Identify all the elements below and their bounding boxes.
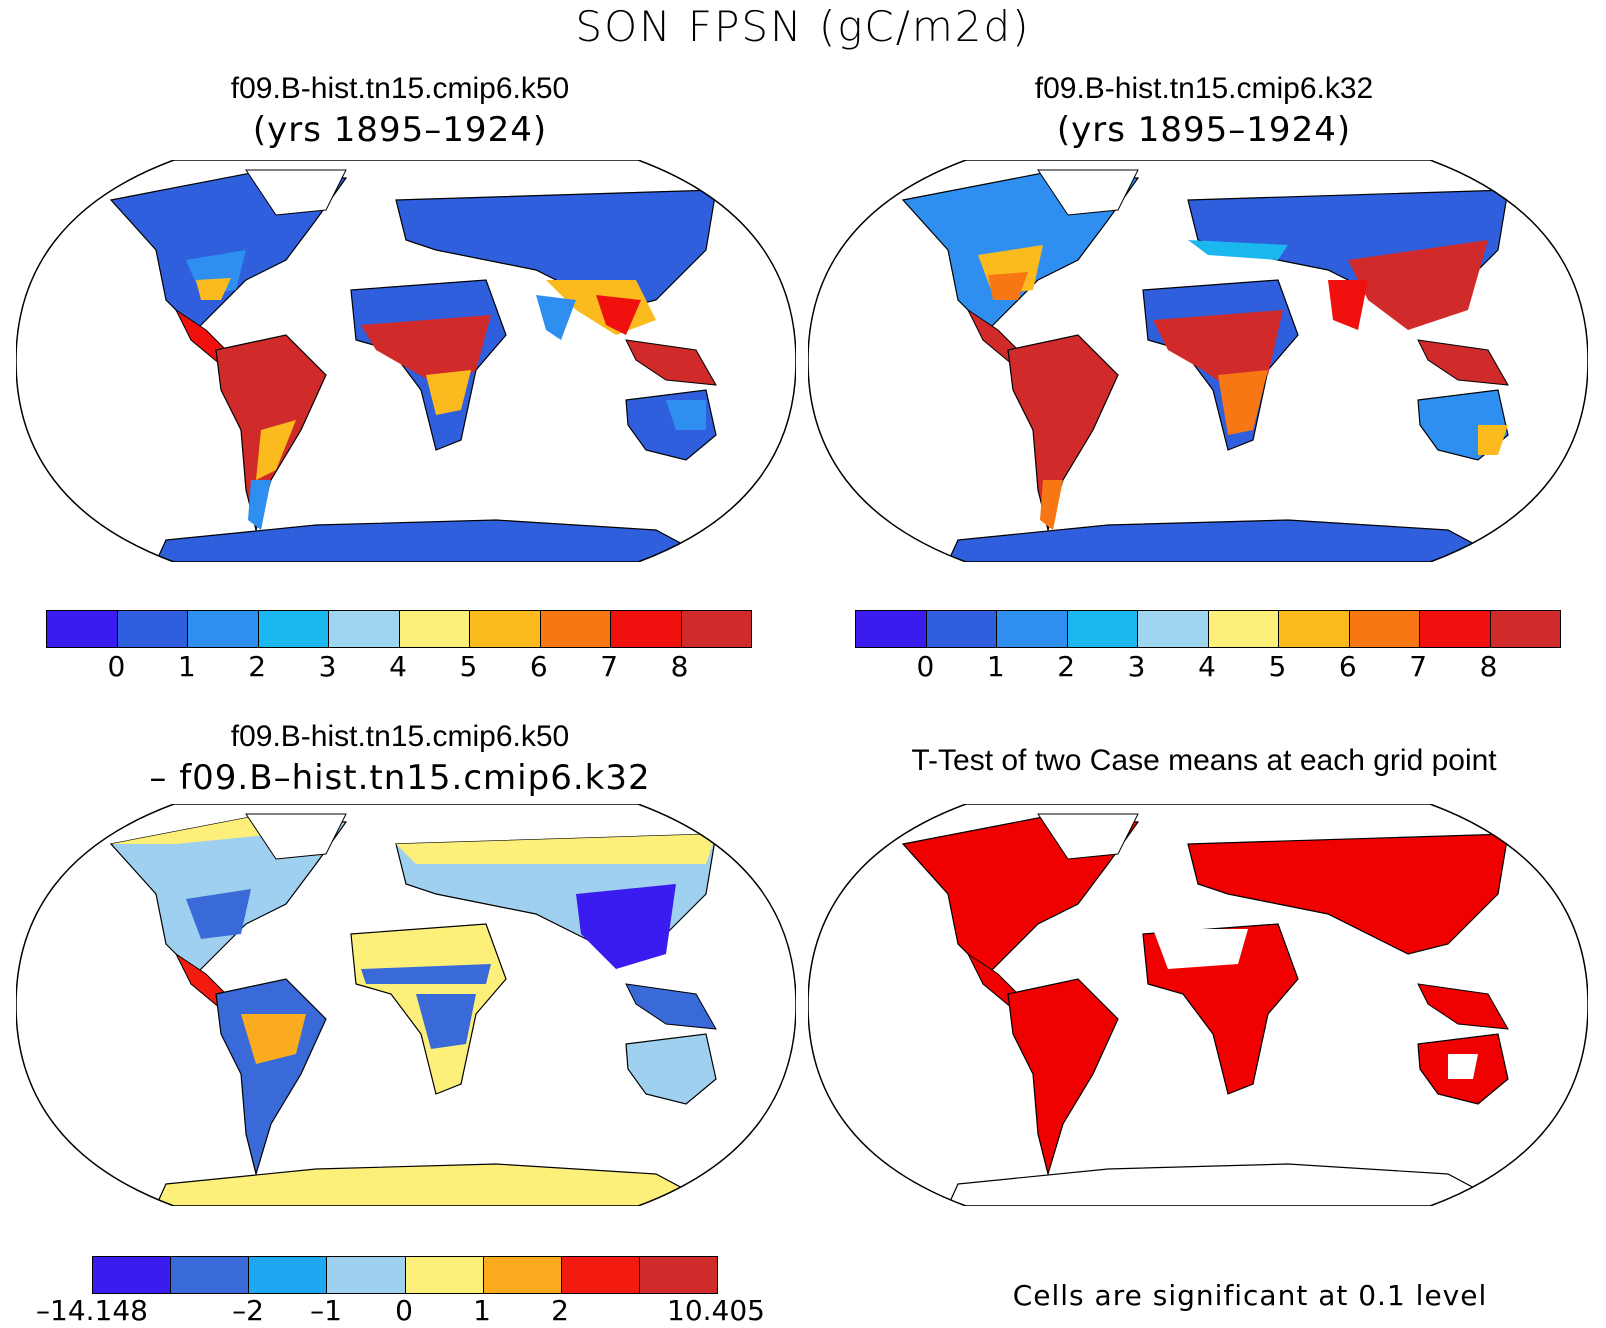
- colorbar-k32-tick-label: 1: [986, 650, 1005, 683]
- colorbar-difference-swatch-7: [639, 1257, 717, 1293]
- colorbar-k50-tick-label: 5: [459, 650, 478, 683]
- panel-title-ttest: T-Test of two Case means at each grid po…: [911, 744, 1497, 777]
- colorbar-difference-tick-label: –2: [232, 1294, 264, 1327]
- colorbar-difference-tick-label: 2: [551, 1294, 569, 1327]
- map-difference: [16, 804, 796, 1206]
- colorbar-difference-swatch-6: [561, 1257, 640, 1293]
- colorbar-difference-tick-label: 0: [395, 1294, 413, 1327]
- colorbar-difference-tick-label: 10.405: [667, 1294, 765, 1327]
- colorbar-difference-swatch-3: [327, 1257, 406, 1293]
- colorbar-k50-tick-label: 6: [529, 650, 548, 683]
- colorbar-k32-tick-label: 6: [1338, 650, 1357, 683]
- colorbar-difference-swatch-4: [405, 1257, 484, 1293]
- colorbar-k32-tick-label: 4: [1198, 650, 1216, 683]
- map-ttest-significance: [808, 804, 1588, 1206]
- colorbar-k50: [46, 610, 752, 648]
- colorbar-k50-tick-label: 8: [670, 650, 689, 683]
- colorbar-k32-swatch-1: [926, 611, 997, 647]
- colorbar-k50-swatch-1: [117, 611, 188, 647]
- colorbar-k32-tick-label: 5: [1268, 650, 1287, 683]
- colorbar-k50-swatch-7: [540, 611, 611, 647]
- colorbar-k32-tick-label: 3: [1127, 650, 1146, 683]
- colorbar-difference-tick-label: –14.148: [36, 1294, 148, 1327]
- colorbar-k32-swatch-9: [1490, 611, 1560, 647]
- colorbar-k50-tick-label: 2: [248, 650, 267, 683]
- panel-title-k50: f09.B-hist.tn15.cmip6.k50: [230, 72, 570, 105]
- colorbar-k32-swatch-6: [1279, 611, 1350, 647]
- colorbar-difference: [92, 1256, 718, 1294]
- colorbar-k32-swatch-0: [856, 611, 927, 647]
- significance-note: Cells are significant at 0.1 level: [1012, 1279, 1488, 1312]
- colorbar-k50-ticks: 0 1 2 3 4 5 6 7 8: [46, 650, 750, 684]
- colorbar-k32-swatch-5: [1208, 611, 1279, 647]
- colorbar-k50-swatch-6: [470, 611, 541, 647]
- colorbar-k50-tick-label: 1: [177, 650, 196, 683]
- colorbar-k32-ticks: 0 1 2 3 4 5 6 7 8: [855, 650, 1559, 684]
- panel-title-difference: f09.B-hist.tn15.cmip6.k50: [230, 720, 570, 753]
- colorbar-k50-tick-label: 4: [389, 650, 407, 683]
- colorbar-k32-tick-label: 7: [1409, 650, 1428, 683]
- colorbar-k32-swatch-2: [997, 611, 1068, 647]
- colorbar-k50-tick-label: 7: [600, 650, 619, 683]
- colorbar-k32-tick-label: 0: [916, 650, 935, 683]
- map-k32: [808, 160, 1588, 562]
- panel-title-k32: f09.B-hist.tn15.cmip6.k32: [1034, 72, 1374, 105]
- colorbar-difference-ticks: –14.148 –2 –1 0 1 2 10.405: [36, 1294, 765, 1328]
- colorbar-k32-swatch-8: [1420, 611, 1491, 647]
- colorbar-k32-tick-label: 2: [1057, 650, 1076, 683]
- colorbar-difference-swatch-1: [171, 1257, 250, 1293]
- colorbar-k32: [855, 610, 1561, 648]
- colorbar-k32-swatch-3: [1067, 611, 1138, 647]
- colorbar-k50-swatch-8: [611, 611, 682, 647]
- colorbar-difference-tick-label: –1: [310, 1294, 342, 1327]
- colorbar-k50-swatch-3: [258, 611, 329, 647]
- colorbar-k32-swatch-7: [1349, 611, 1420, 647]
- colorbar-k50-swatch-9: [681, 611, 751, 647]
- colorbar-k50-tick-label: 0: [107, 650, 126, 683]
- colorbar-difference-swatch-2: [249, 1257, 328, 1293]
- figure-title: SON FPSN (gC/m2d): [575, 2, 1031, 51]
- colorbar-k32-swatch-4: [1138, 611, 1209, 647]
- colorbar-k50-swatch-0: [47, 611, 118, 647]
- colorbar-k50-swatch-4: [329, 611, 400, 647]
- colorbar-difference-swatch-5: [483, 1257, 562, 1293]
- colorbar-difference-tick-label: 1: [473, 1294, 491, 1327]
- colorbar-k50-swatch-2: [188, 611, 259, 647]
- colorbar-k32-tick-label: 8: [1479, 650, 1498, 683]
- panel-subtitle-k50-years: (yrs 1895–1924): [252, 110, 548, 150]
- panel-subtitle-difference: – f09.B–hist.tn15.cmip6.k32: [149, 758, 651, 798]
- map-k50: [16, 160, 796, 562]
- colorbar-k50-tick-label: 3: [318, 650, 337, 683]
- colorbar-k50-swatch-5: [399, 611, 470, 647]
- panel-subtitle-k32-years: (yrs 1895–1924): [1056, 110, 1352, 150]
- colorbar-difference-swatch-0: [93, 1257, 172, 1293]
